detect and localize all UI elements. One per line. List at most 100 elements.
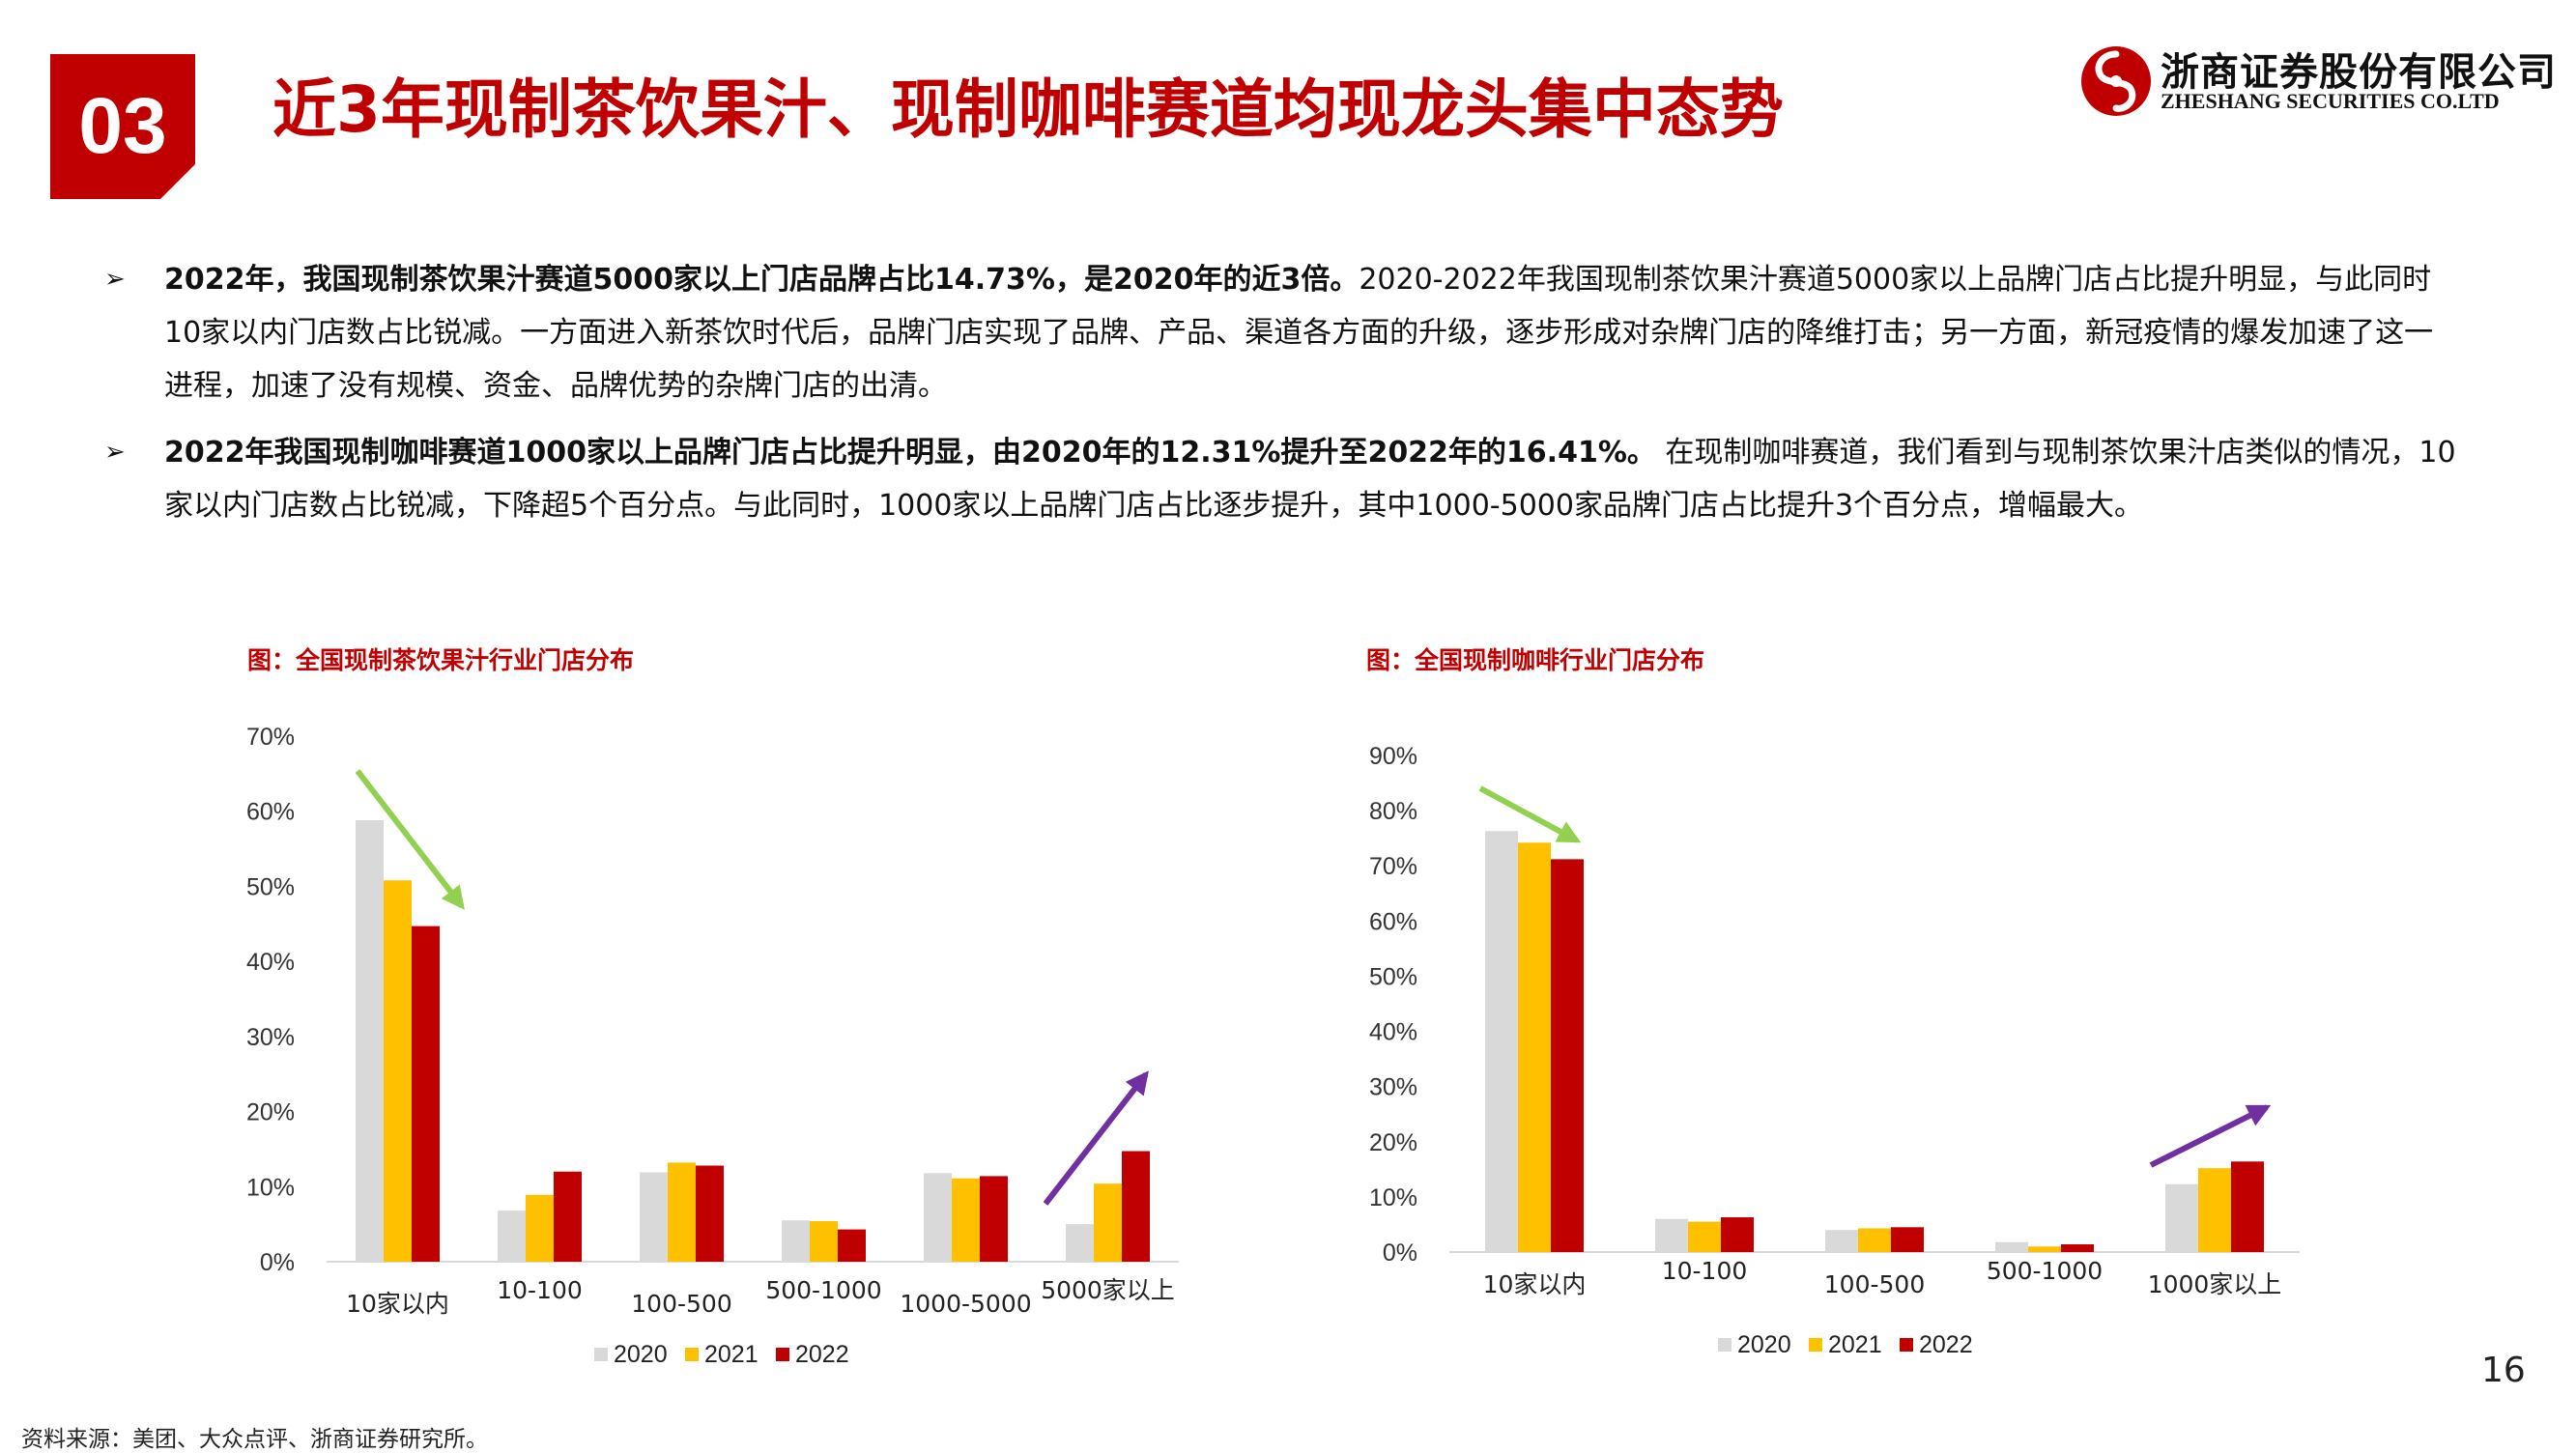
legend-swatch [685,1348,699,1361]
legend-label: 2022 [795,1341,849,1368]
legend-label: 2020 [1737,1331,1791,1358]
y-tick-label: 80% [1369,798,1417,825]
bar-2021 [526,1194,554,1262]
bar-2020 [1995,1241,2028,1252]
bar-2022 [1122,1151,1150,1262]
legend-swatch [1900,1338,1913,1352]
legend-swatch [594,1348,608,1361]
decline-trend-arrow-icon [355,769,465,910]
bullet-list: ➢ 2022年，我国现制茶饮果汁赛道5000家以上门店品牌占比14.73%，是2… [104,253,2462,546]
bar-2022 [1721,1217,1754,1252]
bar-2022 [554,1171,582,1262]
decline-trend-arrow-icon [1478,785,1582,843]
bar-2021 [1094,1183,1122,1262]
x-category-label: 10-100 [497,1276,583,1304]
bar-2020 [640,1172,668,1262]
y-tick-label: 70% [246,724,295,751]
y-tick-label: 30% [1369,1074,1417,1101]
chart-title-tea: 图：全国现制茶饮果汁行业门店分布 [247,646,635,674]
bar-2020 [924,1173,952,1262]
y-tick-label: 40% [246,949,295,976]
x-category-label: 100-500 [1824,1270,1925,1298]
bar-2022 [2061,1244,2094,1252]
x-category-label: 500-1000 [765,1276,881,1304]
bar-2021 [2028,1246,2061,1252]
source-note: 资料来源：美团、大众点评、浙商证券研究所。 [21,1427,488,1452]
logo-company-name-cn: 浙商证券股份有限公司 [2161,49,2557,95]
x-category-label: 1000-5000 [900,1290,1031,1318]
legend-swatch [776,1348,789,1361]
bar-2020 [1655,1218,1688,1252]
bar-2022 [696,1165,724,1262]
legend-swatch [1809,1338,1822,1352]
y-tick-label: 10% [1369,1184,1417,1211]
page-title: 近3年现制茶饮果汁、现制咖啡赛道均现龙头集中态势 [272,72,1784,147]
y-tick-label: 0% [1383,1239,1417,1267]
x-category-label: 100-500 [631,1290,731,1318]
legend-label: 2022 [1919,1331,1973,1358]
bullet-item: ➢ 2022年我国现制咖啡赛道1000家以上品牌门店占比提升明显，由2020年的… [104,426,2462,532]
bar-2022 [980,1176,1008,1262]
bar-2020 [1825,1230,1858,1252]
bullet-bold-text: 2022年，我国现制茶饮果汁赛道5000家以上门店品牌占比14.73%，是202… [164,263,1360,297]
section-number: 03 [78,82,167,170]
y-tick-label: 20% [246,1099,295,1126]
y-tick-label: 50% [1369,963,1417,990]
bar-2021 [810,1221,838,1262]
bar-2021 [1688,1221,1721,1252]
bullet-arrow-icon: ➢ [104,265,126,294]
bullet-text: 在现制咖啡赛道，我们看到与现制茶饮果汁店类似的情况，10家以内门店数占比锐减，下… [164,436,2456,523]
bar-2021 [384,880,412,1262]
bar-2021 [668,1162,696,1262]
chart-title-coffee: 图：全国现制咖啡行业门店分布 [1366,646,1705,674]
bar-2021 [952,1178,980,1262]
x-category-label: 500-1000 [1987,1257,2103,1285]
bar-2022 [2231,1161,2264,1252]
legend-label: 2021 [704,1341,758,1368]
page-number: 16 [2481,1351,2526,1390]
section-badge: 03 [50,54,195,199]
bar-2020 [1485,831,1518,1252]
bullet-bold-text: 2022年我国现制咖啡赛道1000家以上品牌门店占比提升明显，由2020年的12… [164,436,1656,470]
bar-2020 [782,1220,810,1262]
section-badge-fold [160,164,195,199]
bar-2020 [498,1211,526,1262]
y-tick-label: 0% [260,1249,295,1276]
y-tick-label: 60% [1369,908,1417,935]
company-logo: 浙商证券股份有限公司 ZHESHANG SECURITIES CO.LTD [2079,41,2556,118]
x-category-label: 10-100 [1662,1257,1748,1285]
y-tick-label: 30% [246,1024,295,1051]
legend-swatch [1718,1338,1732,1352]
bar-2021 [1858,1228,1891,1252]
bar-2021 [2198,1168,2231,1252]
x-category-label: 5000家以上 [1041,1276,1175,1304]
growth-trend-arrow-icon [2149,1104,2272,1168]
growth-trend-arrow-icon [1043,1070,1149,1206]
x-category-label: 10家以内 [1483,1270,1587,1298]
zheshang-logo-icon [2081,46,2151,116]
y-tick-label: 40% [1369,1019,1417,1046]
bullet-text: 2020-2022年我国现制茶饮果汁赛道5000家以上品牌门店占比提升明显，与此… [164,263,2434,403]
y-tick-label: 70% [1369,853,1417,880]
bar-2022 [1551,859,1584,1252]
bar-2022 [1891,1227,1924,1252]
y-tick-label: 50% [246,873,295,900]
legend-label: 2021 [1828,1331,1882,1358]
legend-label: 2020 [614,1341,668,1368]
y-tick-label: 90% [1369,743,1417,770]
bar-2022 [412,926,440,1262]
x-category-label: 10家以内 [346,1290,449,1318]
bar-2020 [2165,1183,2198,1252]
x-category-label: 1000家以上 [2148,1270,2282,1298]
bar-2020 [356,820,384,1262]
bullet-arrow-icon: ➢ [104,438,126,467]
bar-2020 [1066,1224,1094,1262]
bar-2022 [838,1229,866,1262]
logo-company-name-en: ZHESHANG SECURITIES CO.LTD [2161,89,2500,113]
bar-2021 [1518,842,1551,1252]
y-tick-label: 60% [246,799,295,826]
bullet-item: ➢ 2022年，我国现制茶饮果汁赛道5000家以上门店品牌占比14.73%，是2… [104,253,2462,413]
y-tick-label: 20% [1369,1129,1417,1156]
y-tick-label: 10% [246,1174,295,1201]
